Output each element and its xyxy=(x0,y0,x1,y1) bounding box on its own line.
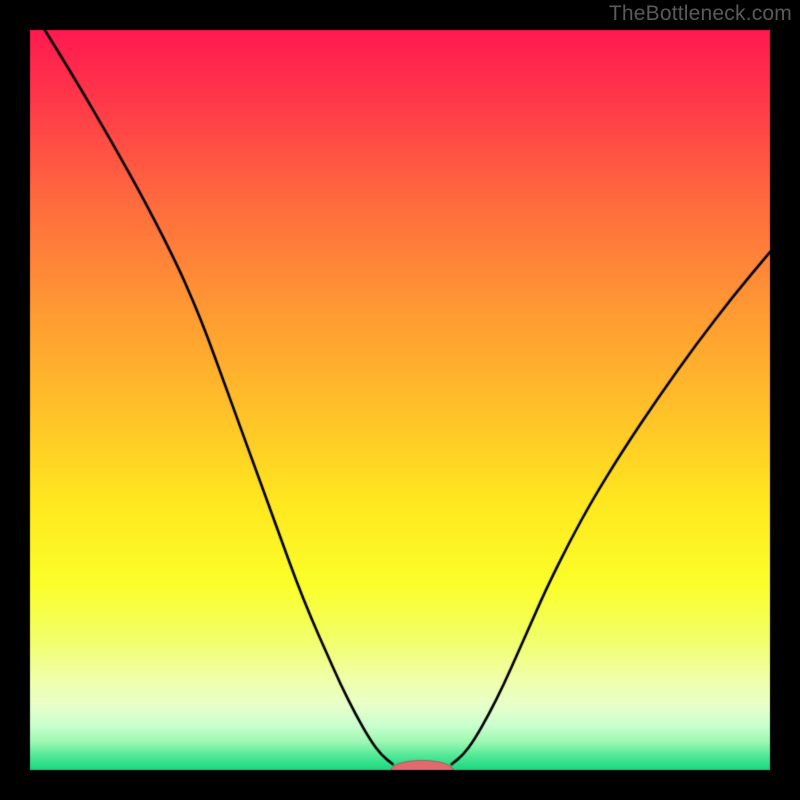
bottleneck-chart-canvas xyxy=(0,0,800,800)
chart-container: TheBottleneck.com xyxy=(0,0,800,800)
watermark-label: TheBottleneck.com xyxy=(609,2,792,26)
